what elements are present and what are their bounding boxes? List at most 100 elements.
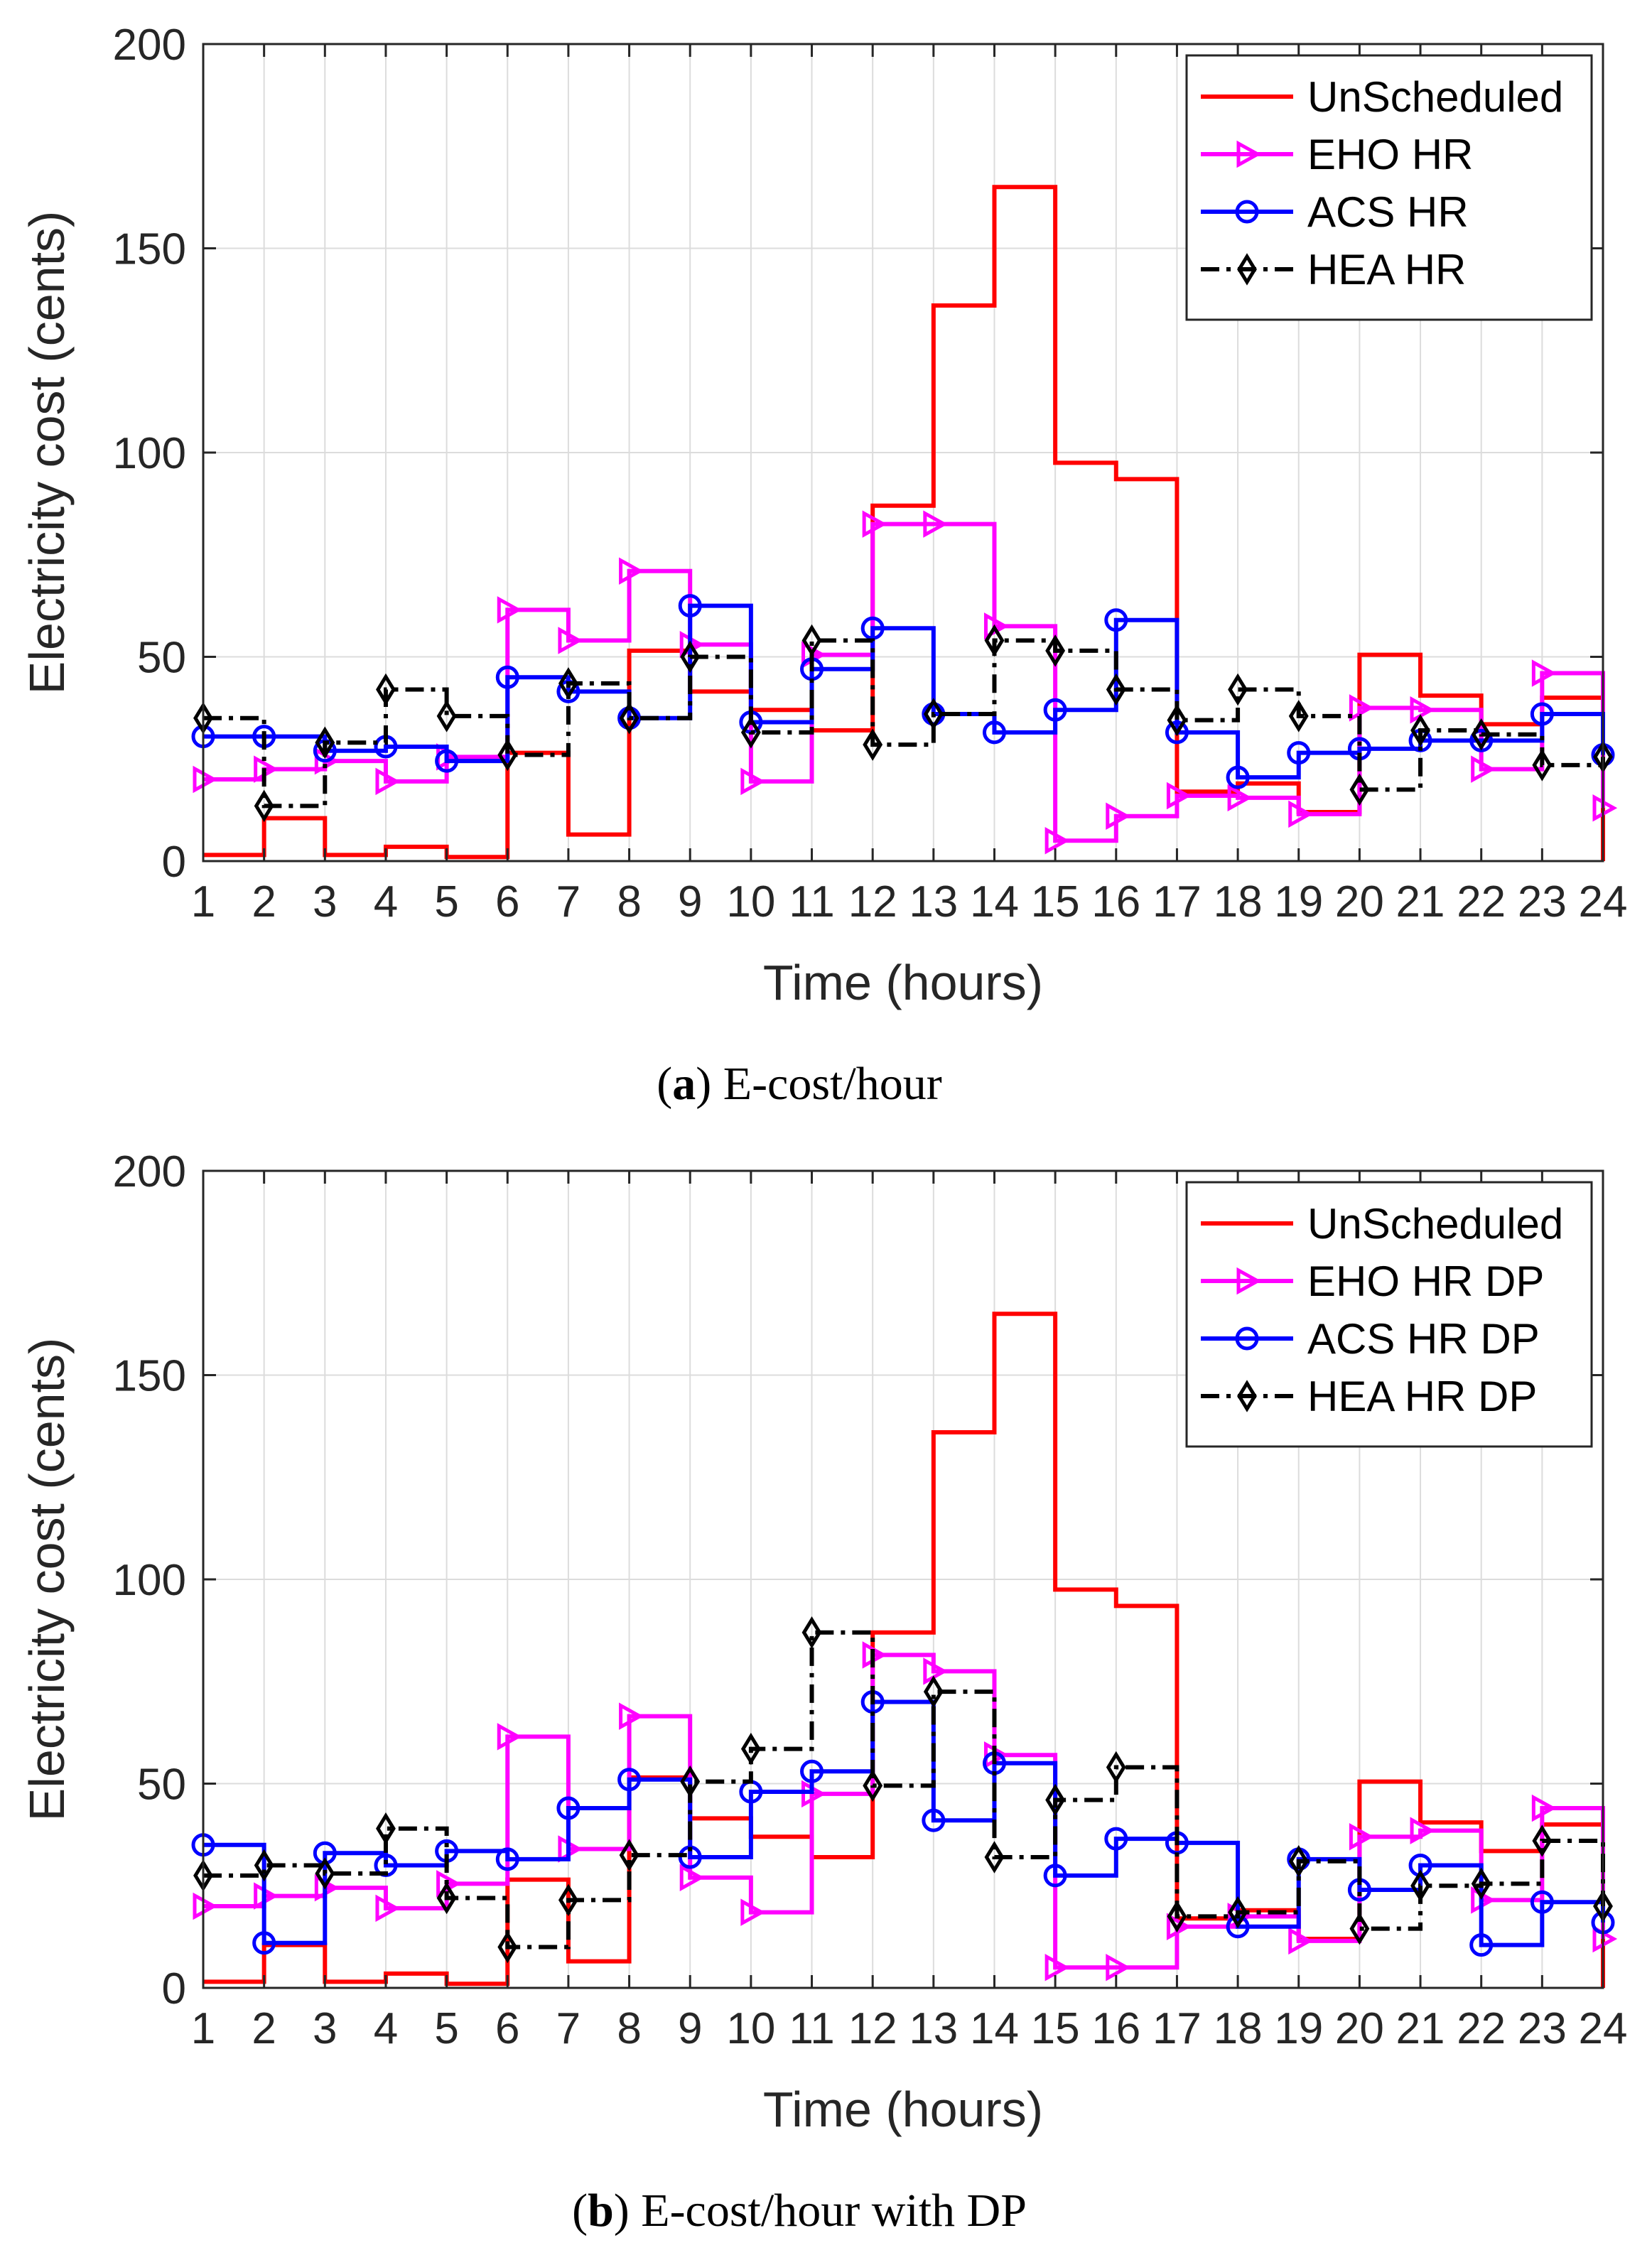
x-tick-label: 19 — [1274, 2004, 1323, 2053]
data-point — [497, 738, 518, 772]
legend-entry: EHO HR — [1201, 131, 1473, 178]
chart-panel-b: 1 2 3 4 5 6 7 8 9 10 11 12 13 14 15 16 17 18 19 20 21 22 23 240… — [19, 1147, 1627, 2237]
x-tick-label: 11 — [789, 2004, 834, 2053]
series-3 — [191, 594, 1615, 789]
caption-title: E-cost/hour with DP — [641, 2185, 1027, 2237]
data-point — [497, 1723, 522, 1751]
data-point — [1471, 755, 1496, 783]
data-point — [1228, 673, 1248, 706]
x-tick-label: 4 — [374, 2004, 398, 2053]
data-point — [436, 700, 457, 732]
data-point — [1106, 1954, 1130, 1981]
x-tick-label: 7 — [556, 2004, 581, 2053]
data-point — [740, 1732, 761, 1766]
x-tick-label: 2 — [252, 877, 276, 926]
x-tick-label: 3 — [313, 877, 337, 926]
x-tick-label: 12 — [848, 877, 897, 926]
data-point — [800, 1759, 824, 1783]
data-point — [1349, 694, 1374, 722]
data-point — [558, 667, 578, 700]
data-point — [1531, 659, 1557, 687]
data-point — [375, 767, 401, 796]
data-point — [436, 1881, 457, 1915]
x-tick-label: 9 — [678, 877, 702, 926]
data-point — [680, 1765, 701, 1798]
data-point — [863, 728, 883, 761]
data-point — [376, 673, 396, 706]
data-point — [315, 1857, 335, 1890]
data-point — [1044, 1954, 1070, 1981]
legend-entry: ACS HR DP — [1201, 1315, 1540, 1363]
x-tick-label: 3 — [313, 2004, 337, 2053]
data-point — [923, 1675, 944, 1708]
data-point — [740, 1898, 766, 1926]
series-line — [203, 603, 1605, 780]
legend-label: HEA HR — [1307, 246, 1466, 293]
x-tick-label: 8 — [617, 2004, 641, 2053]
legend-entry: EHO HR DP — [1201, 1258, 1544, 1305]
legend-entry: HEA HR DP — [1201, 1373, 1537, 1420]
data-point — [376, 1812, 396, 1845]
data-point — [1532, 749, 1553, 782]
data-point — [315, 726, 335, 759]
data-point — [1532, 1824, 1553, 1857]
y-tick-label: 50 — [137, 1761, 186, 1810]
data-point — [556, 1796, 581, 1820]
x-tick-label: 23 — [1518, 877, 1567, 926]
data-point — [860, 616, 885, 640]
series-4 — [193, 624, 1613, 823]
x-tick-label: 8 — [617, 877, 641, 926]
data-point — [254, 789, 274, 823]
data-point — [1043, 698, 1067, 722]
data-point — [1349, 1823, 1374, 1851]
caption-a: (a) E-cost/hour — [657, 1058, 941, 1110]
data-point — [1410, 696, 1435, 724]
y-axis-title: Electricity cost (cents) — [19, 1338, 75, 1822]
data-point — [1044, 827, 1070, 855]
x-tick-label: 14 — [970, 877, 1019, 926]
x-tick-label: 15 — [1031, 877, 1080, 926]
caption-label: b — [588, 2185, 614, 2237]
legend-entry: UnScheduled — [1201, 73, 1563, 121]
data-point — [619, 1839, 639, 1871]
legend-box — [1185, 1181, 1593, 1448]
legend-marker — [1235, 200, 1259, 224]
data-point — [1228, 1896, 1248, 1929]
x-tick-label: 24 — [1579, 2004, 1628, 2053]
caption-b: (b) E-cost/hour with DP — [572, 2185, 1027, 2237]
data-point — [1531, 1794, 1557, 1822]
data-point — [619, 557, 644, 585]
data-point — [495, 665, 519, 689]
x-tick-label: 20 — [1335, 877, 1384, 926]
legend-box — [1185, 54, 1593, 321]
legend-entry: ACS HR — [1201, 188, 1469, 236]
x-axis-title: Time (hours) — [763, 955, 1043, 1010]
legend-entry: HEA HR — [1201, 246, 1466, 293]
x-tick-label: 14 — [970, 2004, 1019, 2053]
y-tick-label: 100 — [113, 1556, 186, 1605]
data-point — [923, 698, 944, 730]
x-tick-label: 18 — [1214, 877, 1263, 926]
data-point — [1167, 1900, 1187, 1933]
x-tick-label: 7 — [556, 877, 581, 926]
x-tick-label: 4 — [374, 877, 398, 926]
data-point — [862, 510, 887, 538]
x-tick-label: 5 — [434, 2004, 458, 2053]
data-point — [863, 1769, 883, 1802]
data-point — [1166, 782, 1192, 810]
x-tick-label: 24 — [1579, 877, 1628, 926]
legend-marker — [1237, 1380, 1257, 1412]
data-point — [558, 627, 583, 654]
data-point — [1288, 700, 1309, 732]
data-point — [1043, 1864, 1067, 1888]
caption-label: a — [672, 1058, 696, 1110]
data-point — [984, 1841, 1005, 1874]
legend-label: HEA HR DP — [1307, 1373, 1537, 1420]
x-tick-label: 5 — [434, 877, 458, 926]
x-tick-label: 6 — [495, 2004, 519, 2053]
data-point — [801, 1616, 822, 1649]
legend: UnScheduled EHO HR DP ACS HR DP HEA HR DP — [1185, 1181, 1593, 1448]
y-tick-label: 200 — [113, 1147, 186, 1196]
data-point — [1471, 1867, 1491, 1901]
data-point — [1167, 703, 1187, 737]
